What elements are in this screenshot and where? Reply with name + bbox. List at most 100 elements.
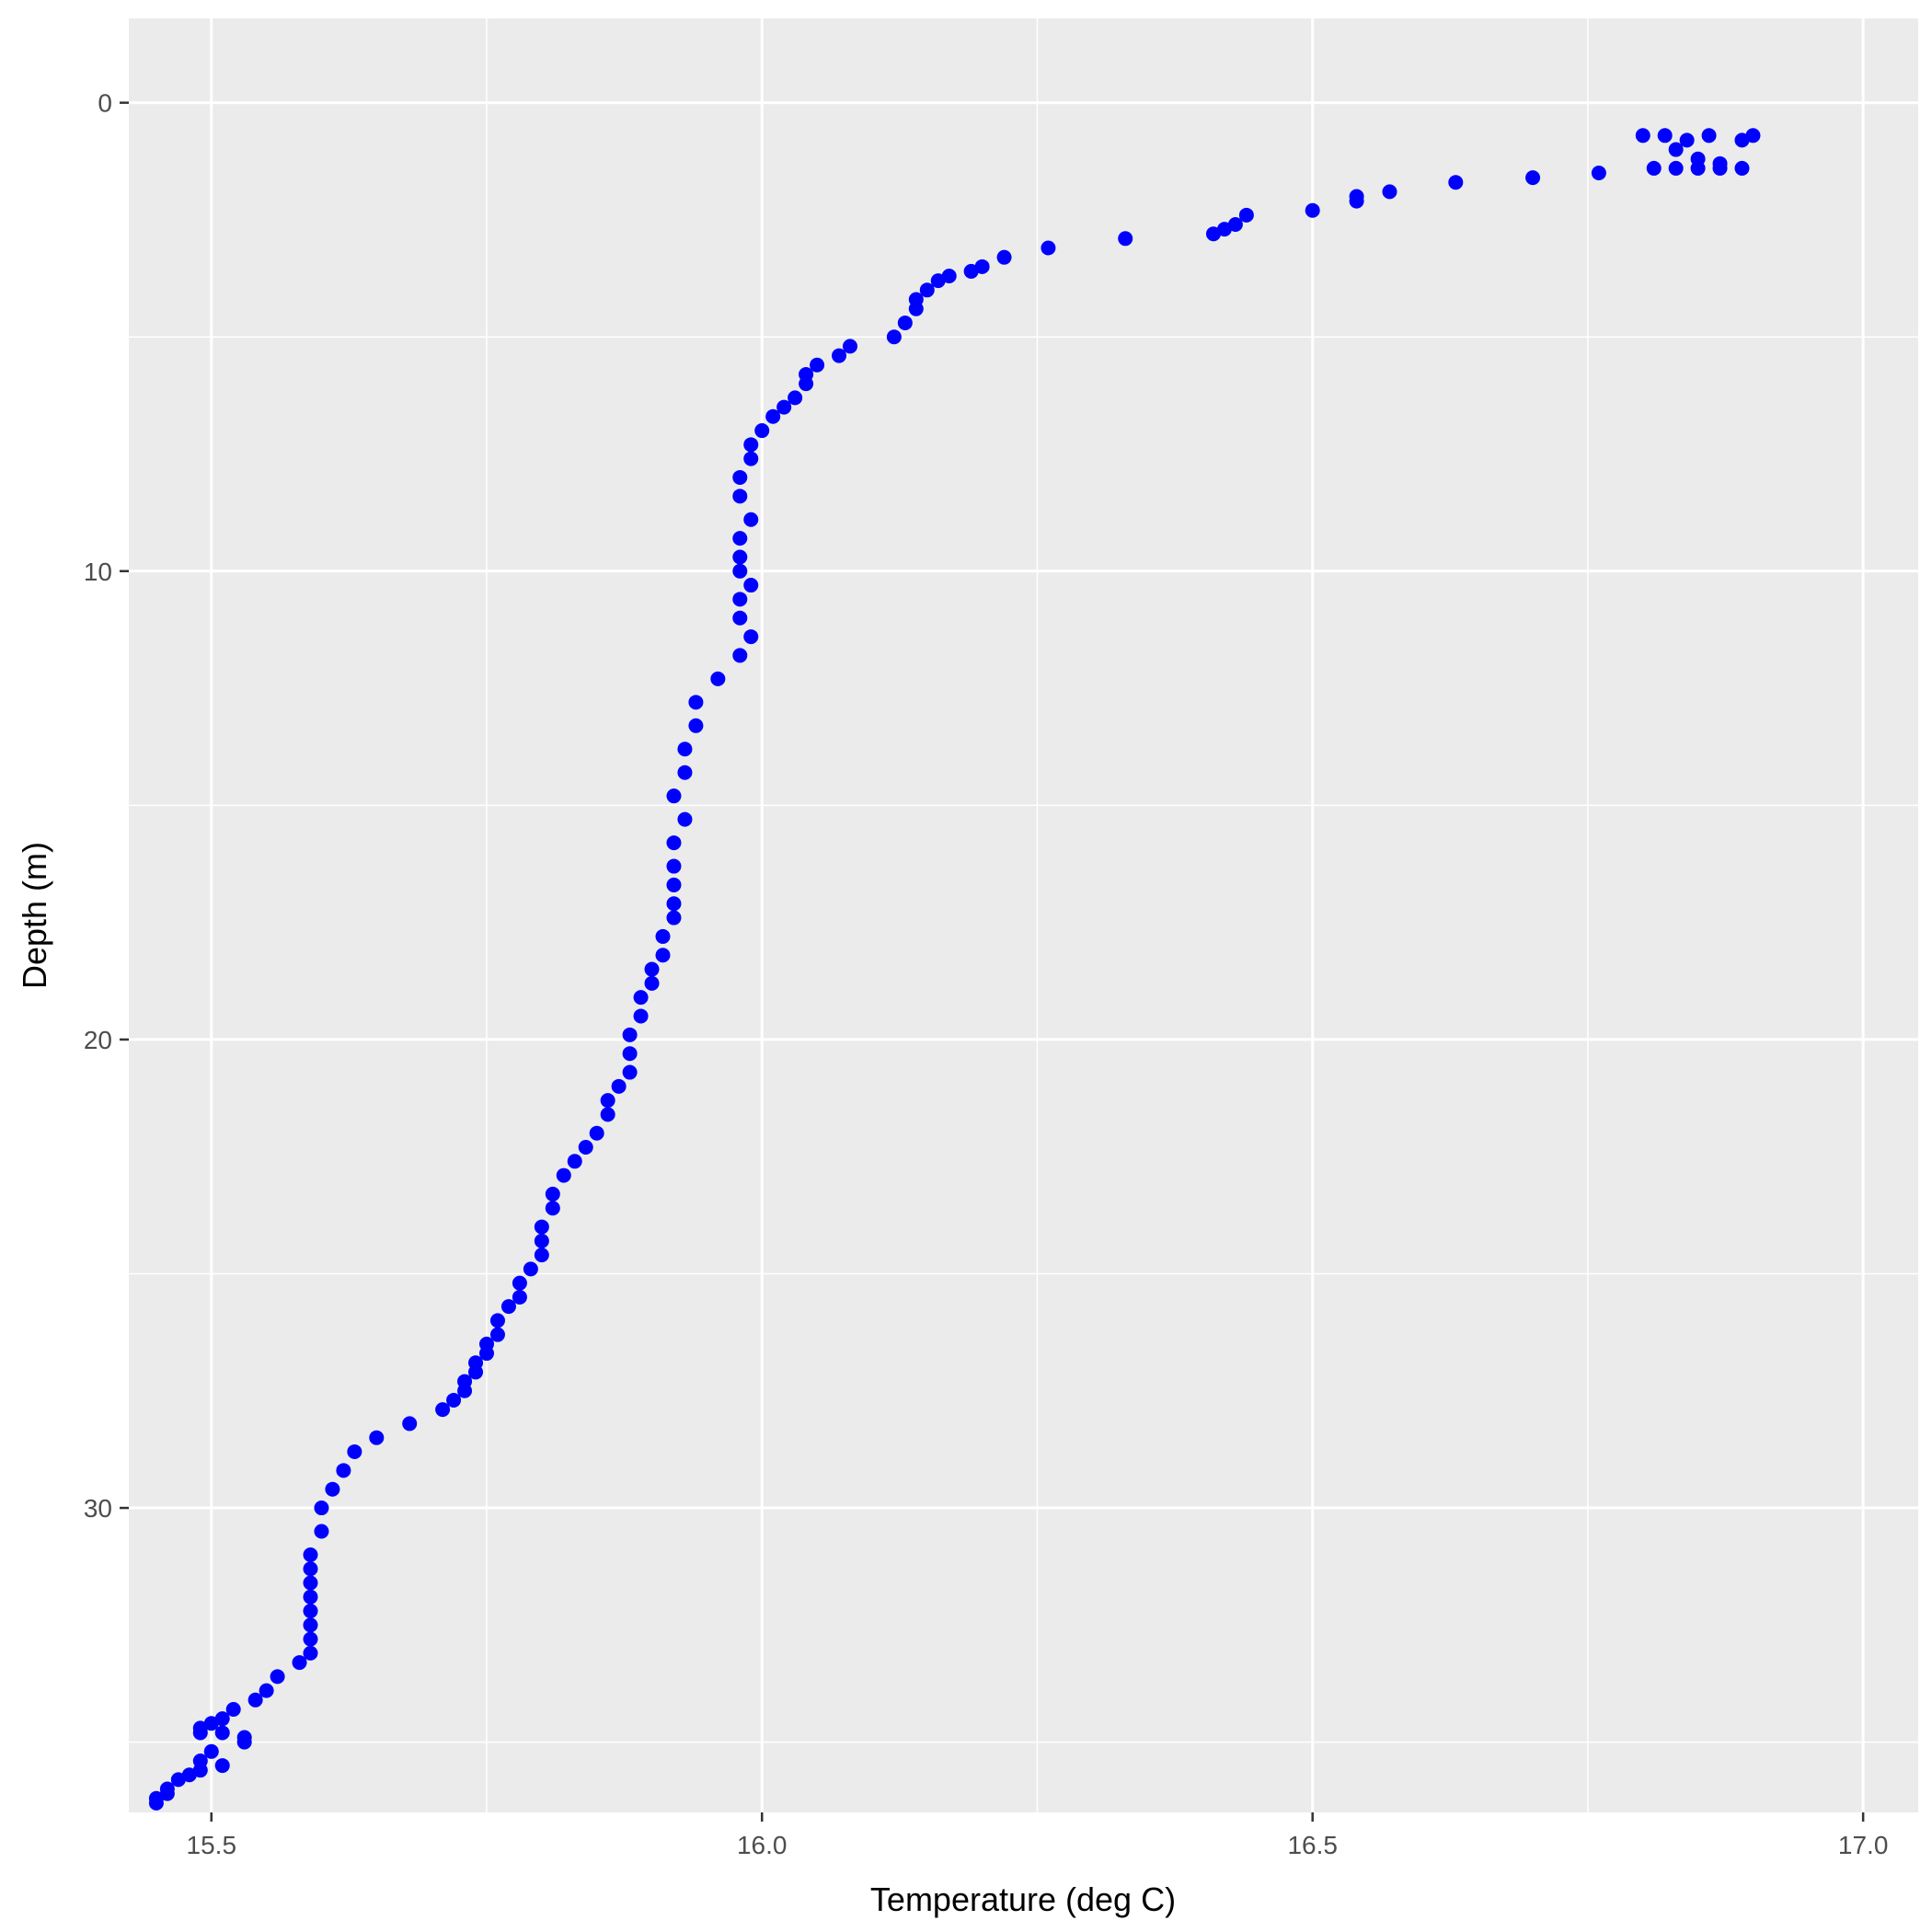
data-point bbox=[930, 273, 946, 289]
data-point bbox=[622, 1046, 638, 1062]
data-point bbox=[1712, 160, 1728, 176]
data-point bbox=[1305, 202, 1320, 218]
data-point bbox=[1745, 128, 1761, 144]
grid-major bbox=[129, 18, 1918, 1812]
grid-minor bbox=[129, 18, 1918, 1812]
data-point bbox=[181, 1767, 197, 1783]
data-point bbox=[214, 1758, 230, 1774]
data-point bbox=[347, 1443, 362, 1459]
data-point bbox=[732, 648, 748, 663]
x-tick-label: 16.0 bbox=[737, 1831, 788, 1859]
data-point bbox=[489, 1327, 505, 1342]
x-tick-label: 15.5 bbox=[187, 1831, 237, 1859]
data-point bbox=[732, 531, 748, 546]
data-point bbox=[666, 835, 682, 851]
data-point bbox=[534, 1233, 549, 1248]
data-point bbox=[941, 269, 957, 284]
data-point bbox=[468, 1364, 484, 1380]
data-point bbox=[203, 1743, 219, 1759]
data-point bbox=[1382, 184, 1397, 200]
data-point bbox=[743, 578, 759, 593]
data-point bbox=[688, 695, 704, 710]
data-point bbox=[512, 1275, 527, 1291]
data-point bbox=[743, 437, 759, 453]
data-point bbox=[710, 671, 726, 686]
data-point bbox=[314, 1501, 329, 1516]
data-point bbox=[336, 1463, 351, 1478]
y-tick-label: 10 bbox=[84, 558, 112, 586]
data-point bbox=[644, 975, 660, 991]
data-point bbox=[534, 1248, 549, 1263]
data-point bbox=[655, 948, 671, 963]
data-point bbox=[743, 512, 759, 527]
data-point bbox=[303, 1575, 318, 1591]
data-point bbox=[677, 811, 693, 827]
y-axis-title: Depth (m) bbox=[16, 842, 53, 989]
data-point bbox=[688, 718, 704, 733]
data-point bbox=[732, 563, 748, 579]
data-point bbox=[556, 1167, 571, 1183]
data-point bbox=[886, 329, 902, 345]
data-point bbox=[996, 249, 1012, 265]
data-point bbox=[810, 357, 825, 373]
y-axis: 0 10 20 30 bbox=[84, 89, 129, 1523]
data-point bbox=[644, 961, 660, 977]
data-point bbox=[512, 1289, 527, 1305]
data-point bbox=[633, 990, 649, 1006]
data-point bbox=[192, 1725, 208, 1741]
x-tick-label: 16.5 bbox=[1287, 1831, 1338, 1859]
data-point bbox=[732, 489, 748, 504]
data-point bbox=[1238, 207, 1254, 223]
data-point bbox=[666, 858, 682, 874]
y-tick-label: 0 bbox=[98, 89, 112, 118]
data-point bbox=[225, 1701, 241, 1717]
data-point bbox=[325, 1481, 340, 1497]
data-point bbox=[666, 910, 682, 926]
data-point bbox=[534, 1219, 549, 1235]
data-point bbox=[1205, 226, 1221, 242]
data-point bbox=[303, 1547, 318, 1562]
data-point bbox=[303, 1561, 318, 1577]
data-point bbox=[1668, 160, 1684, 176]
x-axis: 15.5 16.0 16.5 17.0 bbox=[187, 1812, 1888, 1859]
data-point bbox=[1668, 142, 1684, 157]
data-point bbox=[633, 1008, 649, 1024]
data-point bbox=[1679, 132, 1695, 148]
data-point bbox=[1635, 128, 1650, 144]
data-point bbox=[919, 282, 935, 298]
data-point bbox=[666, 877, 682, 892]
data-point bbox=[600, 1093, 615, 1109]
data-point bbox=[545, 1201, 560, 1216]
data-point bbox=[1216, 222, 1232, 237]
data-point bbox=[743, 451, 759, 466]
data-point bbox=[743, 629, 759, 645]
data-point bbox=[1349, 193, 1364, 209]
data-point bbox=[270, 1669, 285, 1685]
data-point bbox=[303, 1617, 318, 1633]
data-point bbox=[1701, 128, 1717, 144]
data-point bbox=[589, 1125, 604, 1141]
data-point bbox=[259, 1683, 274, 1698]
data-point bbox=[908, 301, 924, 316]
data-point bbox=[1734, 160, 1750, 176]
data-point bbox=[578, 1140, 593, 1156]
data-point bbox=[1227, 217, 1243, 233]
data-point bbox=[622, 1064, 638, 1080]
data-point bbox=[159, 1786, 175, 1801]
data-point bbox=[776, 399, 792, 415]
data-point bbox=[732, 610, 748, 626]
data-point bbox=[1591, 166, 1606, 181]
data-point bbox=[192, 1763, 208, 1778]
data-point bbox=[1448, 175, 1464, 190]
data-point bbox=[897, 315, 913, 330]
data-point bbox=[832, 348, 847, 363]
data-point bbox=[799, 376, 814, 392]
data-point bbox=[1646, 160, 1662, 176]
data-point bbox=[974, 259, 990, 274]
data-point bbox=[788, 390, 803, 406]
data-point bbox=[369, 1430, 385, 1445]
data-point bbox=[611, 1078, 627, 1094]
plot-panel bbox=[129, 18, 1918, 1812]
data-point bbox=[457, 1383, 473, 1398]
data-point bbox=[303, 1645, 318, 1661]
